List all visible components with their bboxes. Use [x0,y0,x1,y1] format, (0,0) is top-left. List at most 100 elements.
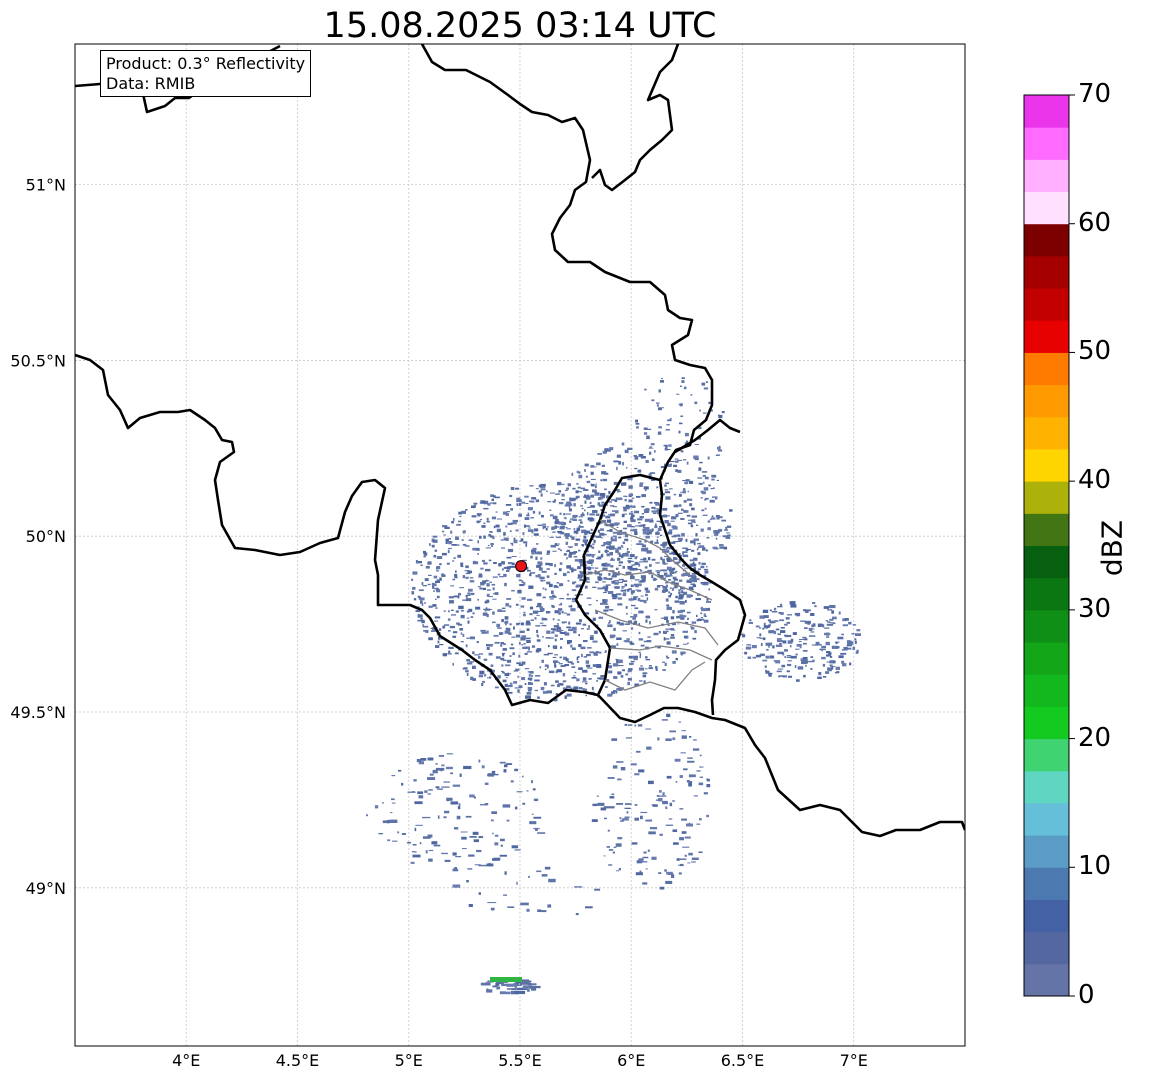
echo-pixel [397,831,400,834]
echo-pixel [629,641,633,645]
echo-pixel [822,624,825,628]
echo-pixel [494,686,499,689]
echo-pixel [678,594,685,596]
echo-pixel [671,874,675,878]
echo-pixel [609,552,613,556]
echo-pixel [504,622,508,624]
echo-pixel [596,795,599,797]
echo-pixel [571,569,574,573]
echo-pixel [696,614,698,618]
echo-pixel [567,580,570,582]
echo-pixel [456,523,461,526]
echo-pixel [518,663,524,666]
echo-pixel [621,818,629,821]
echo-pixel [656,571,660,574]
echo-pixel [662,586,666,589]
echo-pixel [609,523,614,527]
echo-pixel [650,518,653,520]
echo-pixel [560,632,565,634]
echo-pixel [600,537,603,539]
echo-pixel [466,880,469,883]
echo-pixel [717,449,723,452]
echo-pixel [605,563,611,567]
echo-pixel [506,677,508,679]
echo-pixel [726,525,732,528]
echo-pixel [472,612,475,615]
echo-pixel [467,592,471,595]
echo-pixel [422,585,427,587]
echo-pixel [560,646,563,649]
echo-pixel [627,560,629,562]
echo-pixel [646,428,652,430]
echo-pixel [765,670,770,674]
echo-pixel [492,832,494,835]
echo-pixel [589,513,595,516]
echo-pixel [590,471,594,475]
echo-pixel [511,544,514,546]
echo-pixel [434,549,438,552]
echo-pixel [538,490,542,493]
echo-pixel [433,575,438,579]
echo-pixel [564,612,567,614]
echo-pixel [677,610,683,614]
echo-pixel [722,535,728,538]
echo-pixel [448,596,454,599]
echo-pixel [386,819,390,824]
echo-pixel [559,683,564,686]
echo-pixel [664,520,669,524]
echo-pixel [680,491,685,493]
echo-pixel [622,541,625,544]
echo-pixel [424,578,429,582]
echo-pixel [541,636,544,638]
echo-pixel [460,831,468,833]
echo-pixel [540,579,544,582]
echo-pixel [643,600,647,604]
radar-site-marker[interactable] [515,560,528,573]
echo-pixel [576,483,579,485]
echo-pixel [639,454,644,456]
echo-pixel [516,573,521,578]
lon-tick-label: 5.5°E [498,1051,542,1070]
echo-pixel [442,530,445,533]
echo-pixel [557,684,560,688]
echo-pixel [621,546,624,548]
echo-pixel [696,619,699,622]
echo-pixel [418,589,424,592]
echo-pixel [634,773,640,776]
echo-pixel [666,563,668,565]
echo-pixel [443,816,447,819]
echo-pixel [700,607,703,609]
echo-pixel [592,673,597,675]
echo-pixel [657,528,662,531]
echo-pixel [672,829,678,832]
echo-pixel [690,524,694,528]
echo-pixel [673,541,679,543]
echo-pixel [473,796,476,799]
echo-pixel [634,579,640,581]
echo-pixel [603,511,607,514]
echo-pixel [781,664,786,668]
echo-pixel [591,819,598,822]
echo-pixel [852,624,857,626]
echo-pixel [643,640,647,643]
echo-pixel [542,525,547,529]
echo-pixel [560,526,565,529]
echo-pixel [536,543,539,545]
echo-pixel [417,561,422,564]
echo-pixel [594,567,599,569]
echo-pixel [616,761,624,763]
echo-pixel [624,623,630,625]
echo-pixel [615,567,619,570]
echo-pixel [611,538,617,542]
colorbar-tick-label: 60 [1078,207,1112,238]
echo-pixel [639,599,645,602]
echo-pixel [506,988,518,990]
echo-pixel [680,752,686,754]
echo-pixel [506,511,510,513]
echo-pixel [629,662,634,665]
echo-pixel [486,583,490,587]
colorbar-bin [1024,835,1069,868]
echo-pixel [496,623,501,628]
echo-pixel [421,582,424,585]
